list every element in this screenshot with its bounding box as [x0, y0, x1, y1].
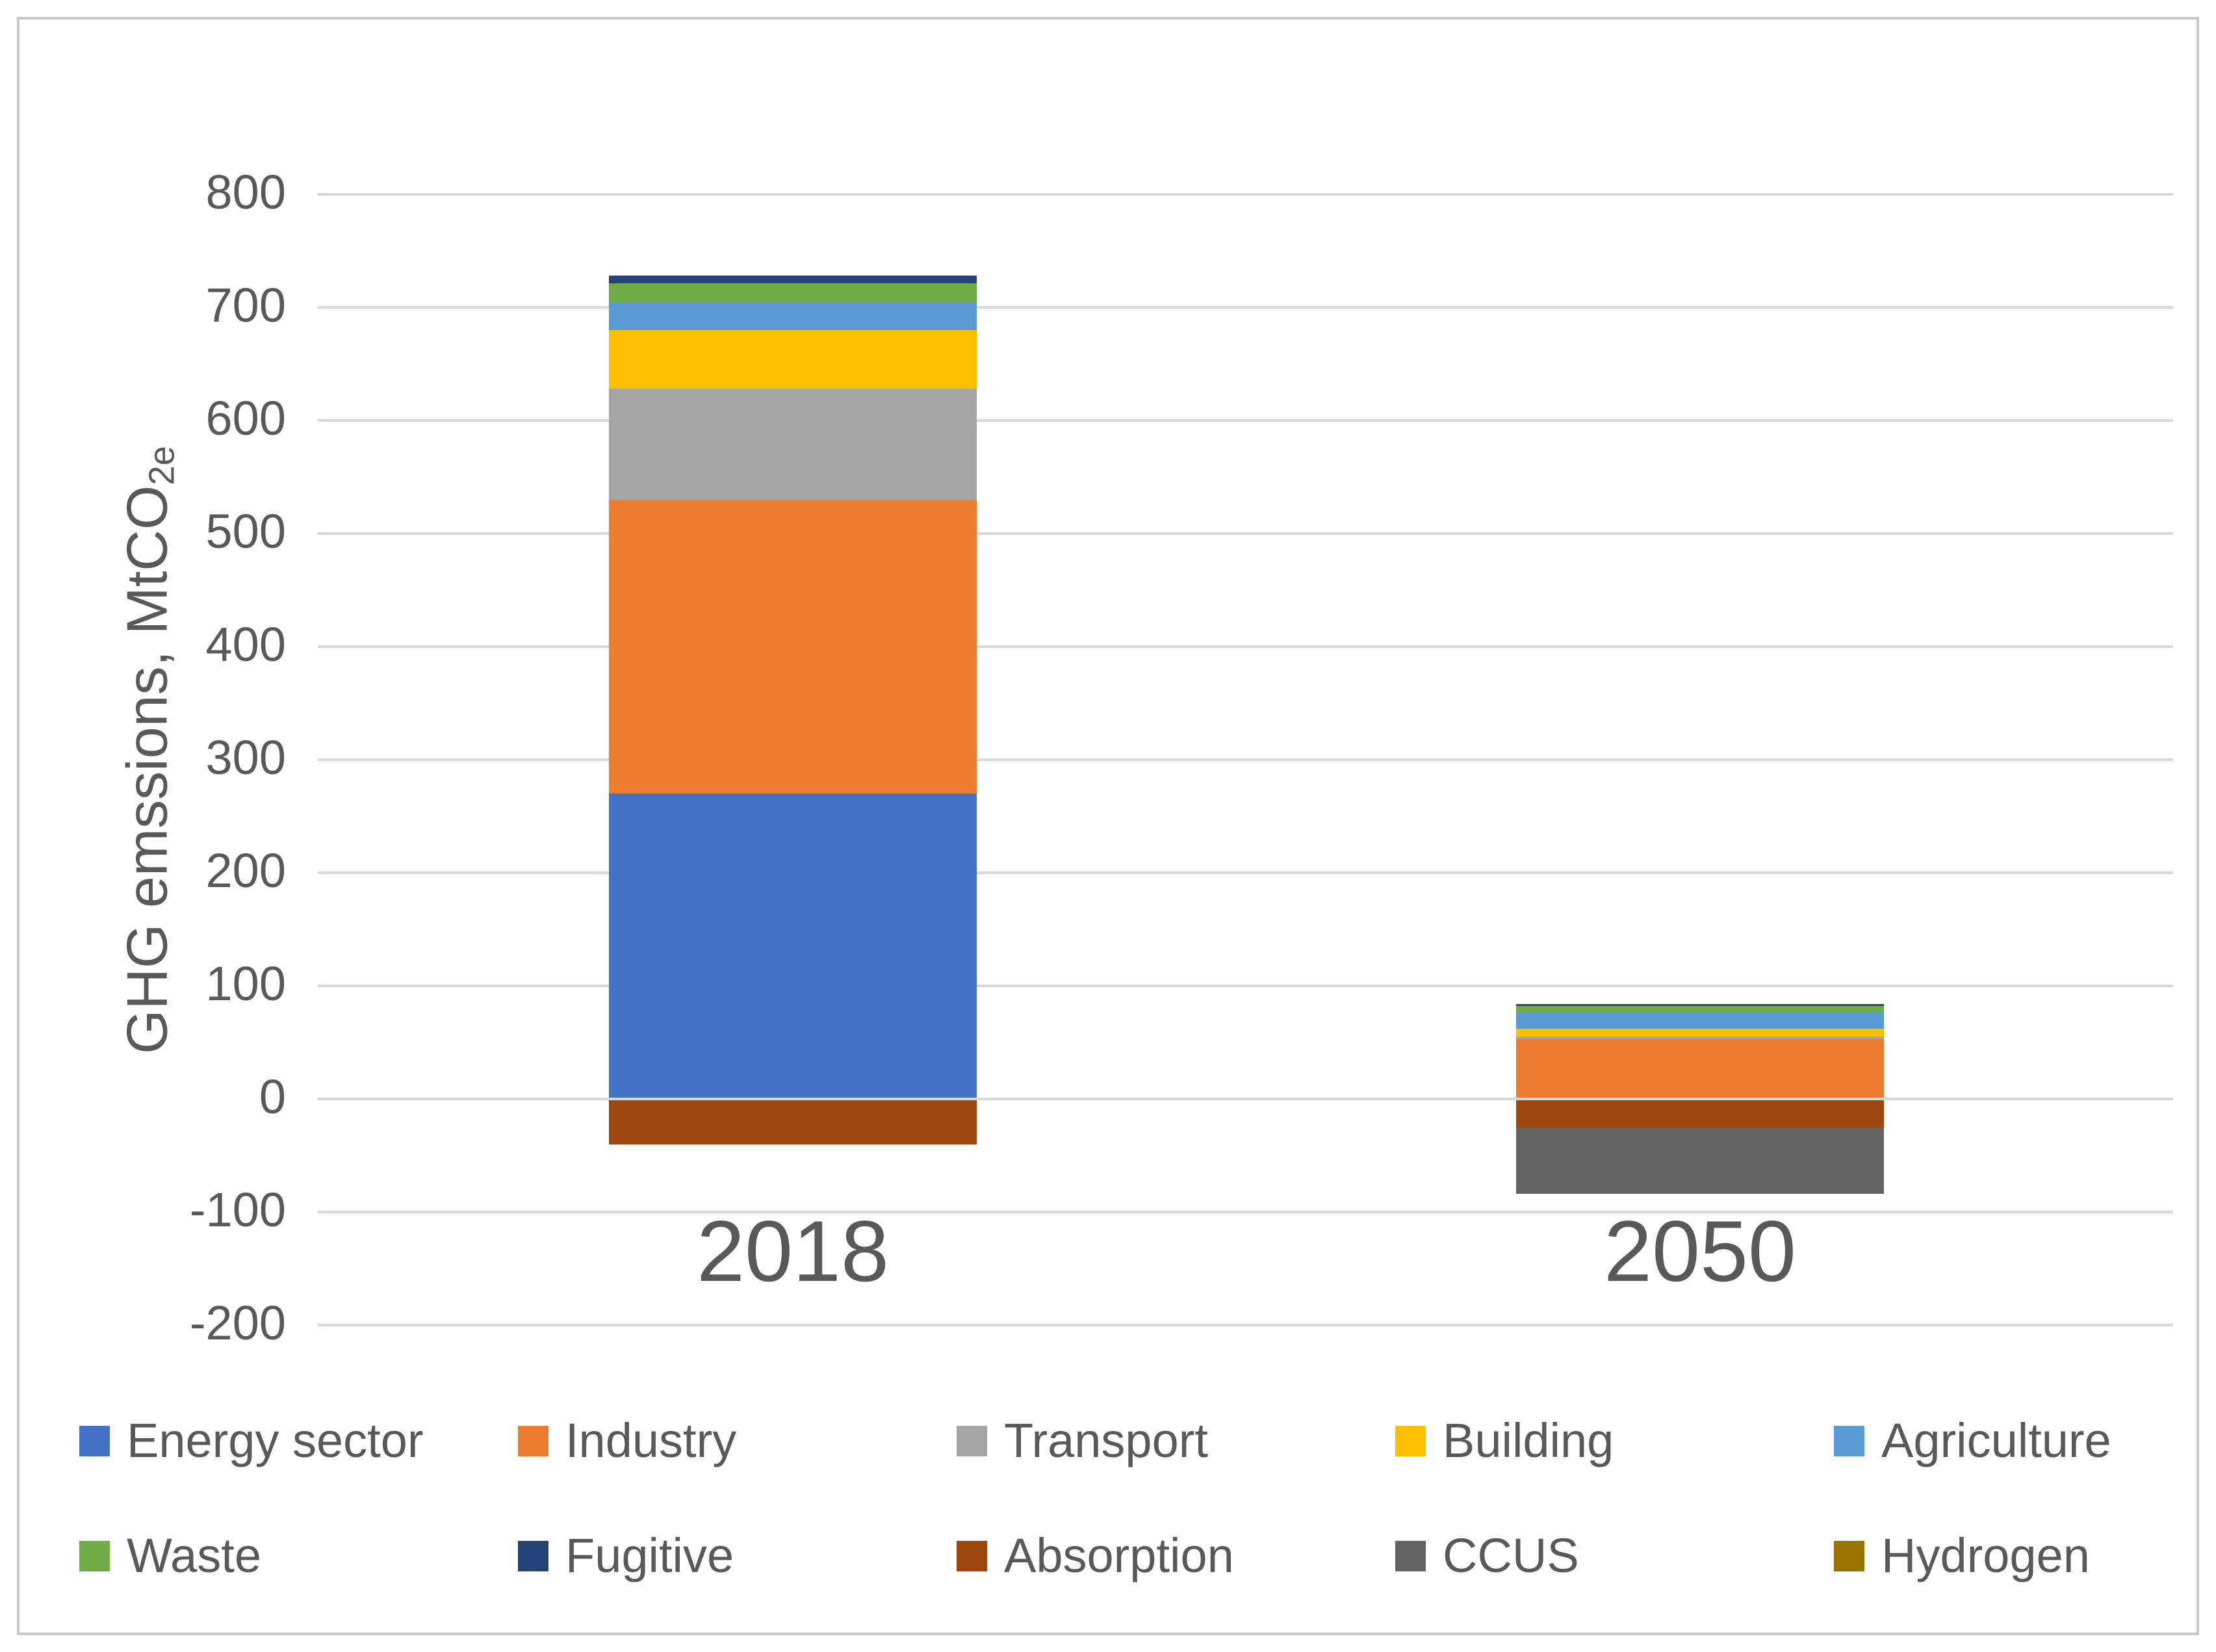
y-axis-title-subscript: 2e [142, 446, 182, 485]
bar-segment-2018-agriculture[interactable] [609, 303, 977, 330]
legend-label-agriculture: Agriculture [1881, 1413, 2111, 1467]
y-tick-label--100: -100 [189, 1183, 286, 1237]
gridline-200 [318, 871, 2173, 874]
y-tick-label-600: 600 [205, 391, 286, 446]
y-tick-label-800: 800 [205, 165, 286, 220]
bar-segment-2050-waste[interactable] [1516, 1006, 1884, 1012]
bar-segment-2018-industry[interactable] [609, 499, 977, 794]
gridline-100 [318, 985, 2173, 987]
gridline-600 [318, 419, 2173, 422]
category-label-2050: 2050 [1604, 1204, 1796, 1300]
legend-swatch-fugitive [518, 1540, 548, 1571]
y-tick-label-300: 300 [205, 730, 286, 785]
legend-swatch-waste [79, 1540, 110, 1571]
gridline-500 [318, 532, 2173, 535]
legend-swatch-hydrogen [1834, 1540, 1864, 1571]
legend-label-energy-sector: Energy sector [127, 1413, 424, 1467]
bar-segment-2018-waste[interactable] [609, 283, 977, 303]
bar-segment-2050-ccus[interactable] [1516, 1127, 1884, 1194]
gridline-400 [318, 645, 2173, 648]
bar-segment-2018-absorption[interactable] [609, 1099, 977, 1144]
legend-swatch-transport [957, 1425, 987, 1456]
legend-swatch-absorption [957, 1540, 987, 1571]
legend-item-waste[interactable]: Waste [79, 1529, 261, 1582]
gridline-700 [318, 306, 2173, 309]
bar-segment-2050-agriculture[interactable] [1516, 1012, 1884, 1029]
bar-segment-2050-fugitive[interactable] [1516, 1003, 1884, 1007]
legend-swatch-ccus [1395, 1540, 1426, 1571]
bar-segment-2050-building[interactable] [1516, 1029, 1884, 1037]
legend-label-ccus: CCUS [1443, 1529, 1579, 1582]
legend-item-fugitive[interactable]: Fugitive [518, 1529, 734, 1582]
y-tick-label-400: 400 [205, 617, 286, 672]
gridline-300 [318, 758, 2173, 761]
legend-label-hydrogen: Hydrogen [1881, 1529, 2090, 1582]
legend-swatch-building [1395, 1425, 1426, 1456]
legend-item-energy-sector[interactable]: Energy sector [79, 1413, 424, 1467]
y-axis-title-text: GHG emssions, MtCO [114, 485, 179, 1054]
gridline-800 [318, 193, 2173, 196]
legend-item-absorption[interactable]: Absorption [957, 1529, 1234, 1582]
legend-label-waste: Waste [127, 1529, 261, 1582]
legend-label-transport: Transport [1004, 1413, 1208, 1467]
legend-item-hydrogen[interactable]: Hydrogen [1834, 1529, 2090, 1582]
y-tick-label-200: 200 [205, 844, 286, 898]
chart-border-frame: 800 700 600 500 400 300 200 100 0 -100 -200 GHG em… [17, 17, 2199, 1635]
y-tick-label-0: 0 [259, 1070, 286, 1124]
legend-swatch-energy-sector [79, 1425, 110, 1456]
bar-segment-2018-transport[interactable] [609, 389, 977, 500]
y-tick-label-500: 500 [205, 504, 286, 559]
legend-label-industry: Industry [565, 1413, 737, 1467]
gridline--200 [318, 1324, 2173, 1326]
y-axis-title: GHG emssions, MtCO2e [114, 446, 182, 1054]
bar-segment-2018-energy-sector[interactable] [609, 794, 977, 1099]
legend-item-agriculture[interactable]: Agriculture [1834, 1413, 2111, 1467]
legend-label-absorption: Absorption [1004, 1529, 1234, 1582]
gridline--100 [318, 1211, 2173, 1213]
bar-segment-2018-building[interactable] [609, 329, 977, 389]
bar-segment-2050-transport[interactable] [1516, 1037, 1884, 1039]
legend-item-transport[interactable]: Transport [957, 1413, 1208, 1467]
bar-segment-2050-industry[interactable] [1516, 1039, 1884, 1099]
bar-segment-2050-absorption[interactable] [1516, 1099, 1884, 1128]
bar-segment-2018-fugitive[interactable] [609, 276, 977, 284]
legend-item-building[interactable]: Building [1395, 1413, 1614, 1467]
legend-label-building: Building [1443, 1413, 1614, 1467]
plot-area: 800 700 600 500 400 300 200 100 0 -100 -200 GHG em… [19, 19, 2197, 1633]
y-tick-label-700: 700 [205, 278, 286, 333]
y-tick-label--200: -200 [189, 1296, 286, 1350]
y-tick-label-100: 100 [205, 957, 286, 1011]
category-label-2018: 2018 [697, 1204, 889, 1300]
legend-swatch-agriculture [1834, 1425, 1864, 1456]
legend-label-fugitive: Fugitive [565, 1529, 734, 1582]
legend-item-ccus[interactable]: CCUS [1395, 1529, 1579, 1582]
legend-item-industry[interactable]: Industry [518, 1413, 737, 1467]
legend-swatch-industry [518, 1425, 548, 1456]
